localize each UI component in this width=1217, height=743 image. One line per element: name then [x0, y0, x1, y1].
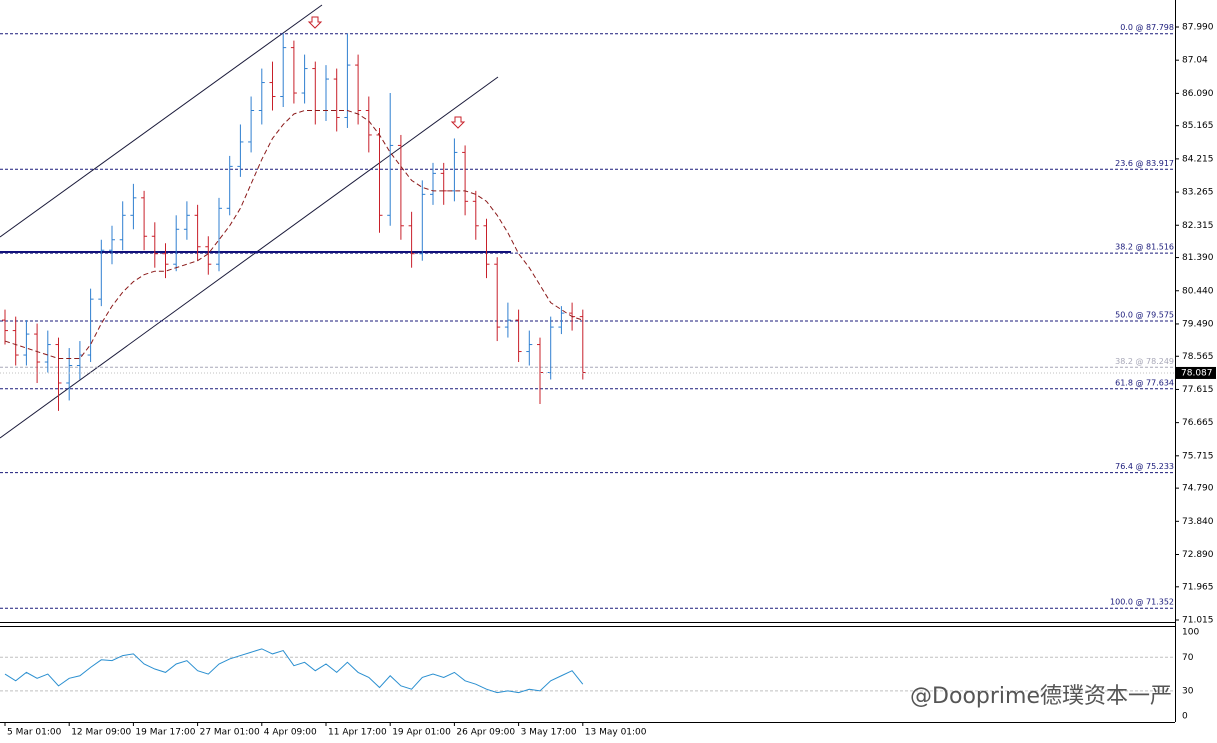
down-arrow [450, 116, 466, 129]
y-tick-label: 74.790 [1182, 484, 1214, 494]
y-tick-label: 86.090 [1182, 89, 1214, 99]
x-tick-label: 13 May 01:00 [585, 728, 647, 738]
x-tick-label: 4 Apr 09:00 [264, 728, 317, 738]
down-arrow [307, 16, 323, 29]
oscillator-line [4, 648, 584, 694]
y-tick-label: 82.315 [1182, 221, 1214, 231]
x-tick-label: 19 Apr 01:00 [392, 728, 451, 738]
y-tick-label: 80.440 [1182, 286, 1214, 296]
moving-average [4, 109, 583, 360]
osc-tick-label: 70 [1182, 653, 1194, 663]
y-tick-label: 75.715 [1182, 451, 1214, 461]
y-tick-label: 73.840 [1182, 517, 1214, 527]
fib-label: 61.8 @ 77.634 [1115, 378, 1174, 387]
current-price-box [1176, 366, 1216, 379]
osc-tick-label: 100 [1182, 628, 1199, 638]
x-tick-label: 26 Apr 09:00 [456, 728, 515, 738]
x-tick-label: 12 Mar 09:00 [71, 728, 131, 738]
fib-label: 38.2 @ 81.516 [1115, 243, 1174, 252]
x-tick-label: 27 Mar 01:00 [200, 728, 260, 738]
fib-label: 50.0 @ 79.575 [1115, 310, 1174, 319]
y-tick-label: 87.990 [1182, 23, 1214, 33]
x-tick-label: 5 Mar 01:00 [7, 728, 62, 738]
osc-tick-label: 0 [1182, 712, 1188, 722]
y-tick-label: 71.015 [1182, 616, 1214, 626]
fib-label: 23.6 @ 83.917 [1115, 159, 1174, 168]
fib-label: 100.0 @ 71.352 [1110, 598, 1174, 607]
x-tick-label: 11 Apr 17:00 [328, 728, 387, 738]
y-tick-label: 72.890 [1182, 550, 1214, 560]
x-tick-label: 3 May 17:00 [521, 728, 577, 738]
y-tick-label: 87.04 [1182, 56, 1208, 66]
fib-label: 38.2 @ 78.249 [1115, 357, 1174, 366]
watermark: @Dooprime德璞资本一严 [910, 684, 1172, 709]
y-tick-label: 77.615 [1182, 385, 1214, 395]
fib-label: 0.0 @ 87.798 [1120, 23, 1174, 32]
y-tick-label: 81.390 [1182, 253, 1214, 263]
fib-label: 76.4 @ 75.233 [1115, 462, 1174, 471]
y-tick-label: 71.965 [1182, 582, 1214, 592]
channel-line [0, 76, 499, 439]
x-tick-label: 19 Mar 17:00 [135, 728, 195, 738]
y-tick-label: 78.565 [1182, 352, 1214, 362]
osc-tick-label: 30 [1182, 686, 1194, 696]
channel-line [0, 4, 323, 238]
y-tick-label: 79.490 [1182, 319, 1214, 329]
y-tick-label: 84.215 [1182, 154, 1214, 164]
y-tick-label: 83.265 [1182, 188, 1214, 198]
y-tick-label: 76.665 [1182, 418, 1214, 428]
current-price-label: 78.087 [1181, 368, 1213, 378]
y-tick-label: 85.165 [1182, 121, 1214, 131]
